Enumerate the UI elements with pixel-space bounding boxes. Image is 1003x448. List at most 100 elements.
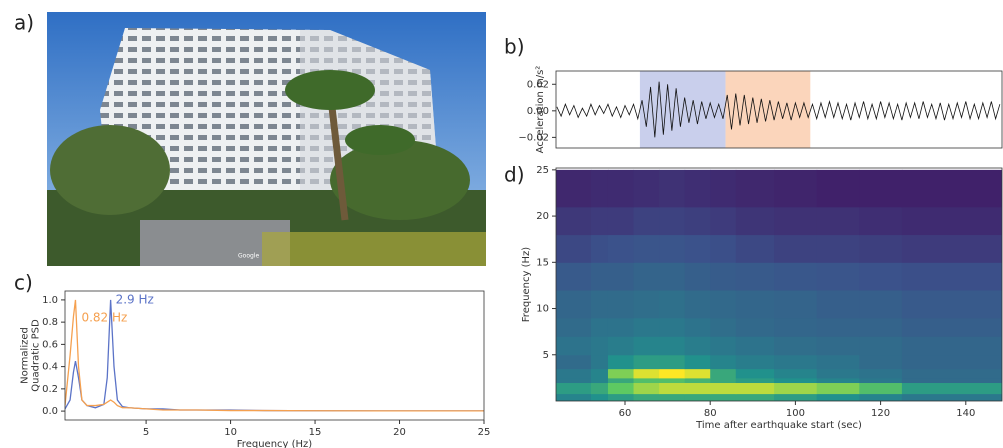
heat-cell — [633, 262, 660, 291]
heat-cell — [859, 262, 903, 291]
heat-cell — [684, 169, 711, 208]
heat-cell — [684, 290, 711, 319]
heat-cell — [607, 393, 635, 401]
x-tick-label: 25 — [478, 427, 491, 438]
heat-cell — [859, 234, 903, 263]
heat-cell — [556, 317, 592, 337]
x-tick-label: 60 — [619, 408, 632, 419]
x-axis-label: Frequency (Hz) — [237, 439, 313, 448]
heat-cell — [710, 290, 737, 319]
plot-area — [556, 169, 1002, 401]
heat-cell — [735, 262, 775, 291]
heat-cell — [556, 336, 592, 356]
heat-cell — [859, 336, 903, 356]
y-tick-label: 25 — [536, 165, 549, 176]
y-axis-label: Acceleration m/s² — [535, 66, 546, 154]
heat-cell — [816, 262, 860, 291]
heat-cell — [816, 336, 860, 356]
heat-cell — [607, 317, 635, 337]
heat-cell — [633, 206, 660, 236]
heat-cell — [735, 336, 775, 356]
heat-cell — [590, 368, 609, 379]
heat-cell — [735, 354, 775, 370]
heat-cell — [774, 393, 818, 401]
heat-cell — [556, 262, 592, 291]
heat-cell — [607, 336, 635, 356]
heat-cell — [816, 206, 860, 236]
heat-cell — [710, 336, 737, 356]
heat-cell — [633, 169, 660, 208]
heat-cell — [816, 169, 860, 208]
watermark: Google — [238, 253, 259, 260]
heat-cell — [556, 377, 592, 384]
y-tick-label: 20 — [536, 211, 549, 222]
heat-cell — [556, 290, 592, 319]
heat-cell — [607, 368, 635, 379]
heat-cell — [735, 290, 775, 319]
heat-cell — [607, 354, 635, 370]
heat-cell — [859, 393, 903, 401]
heat-cell — [901, 393, 1002, 401]
y-axis-label: Quadratic PSD — [31, 319, 42, 392]
heat-cell — [774, 206, 818, 236]
heat-cell — [901, 336, 1002, 356]
heat-cell — [859, 317, 903, 337]
heat-cell — [901, 169, 1002, 208]
heat-cell — [556, 206, 592, 236]
heat-cell — [735, 377, 775, 384]
heat-cell — [590, 290, 609, 319]
heat-cell — [684, 393, 711, 401]
heat-cell — [607, 206, 635, 236]
heat-cell — [735, 317, 775, 337]
y-tick-label: −0.02 — [518, 132, 549, 143]
heat-cell — [590, 262, 609, 291]
heat-cell — [556, 354, 592, 370]
series-line — [65, 299, 484, 412]
x-tick-label: 80 — [704, 408, 717, 419]
heat-cell — [556, 382, 592, 395]
heat-cell — [859, 354, 903, 370]
heat-cell — [684, 382, 711, 395]
y-tick-label: 1.0 — [42, 295, 58, 306]
heat-cell — [590, 169, 609, 208]
heat-cell — [710, 354, 737, 370]
heat-cell — [816, 290, 860, 319]
heat-cell — [633, 354, 660, 370]
heat-cell — [590, 317, 609, 337]
heat-cell — [710, 234, 737, 263]
heat-cell — [633, 382, 660, 395]
heat-cell — [607, 262, 635, 291]
heat-cell — [774, 290, 818, 319]
heat-cell — [735, 169, 775, 208]
heat-cell — [774, 336, 818, 356]
axes-frame — [555, 167, 1003, 402]
heat-cell — [633, 393, 660, 401]
heat-cell — [607, 382, 635, 395]
heat-cell — [590, 336, 609, 356]
heat-cell — [684, 234, 711, 263]
series-line — [556, 81, 1001, 138]
photo: Google — [47, 12, 486, 266]
heat-cell — [633, 368, 660, 379]
heat-cell — [710, 169, 737, 208]
annotation: 0.82 Hz — [81, 310, 127, 324]
heat-cell — [901, 382, 1002, 395]
heat-cell — [774, 368, 818, 379]
heat-cell — [901, 317, 1002, 337]
plot-area — [65, 299, 484, 412]
annotation: 2.9 Hz — [116, 292, 154, 306]
heat-cell — [735, 368, 775, 379]
heat-cell — [816, 317, 860, 337]
heat-cell — [816, 234, 860, 263]
heat-cell — [659, 377, 686, 384]
heat-cell — [859, 290, 903, 319]
heat-cell — [659, 290, 686, 319]
heat-cell — [774, 382, 818, 395]
heat-cell — [816, 377, 860, 384]
x-tick-label: 15 — [309, 427, 322, 438]
heat-cell — [859, 206, 903, 236]
heat-cell — [710, 262, 737, 291]
heat-cell — [659, 393, 686, 401]
heat-cell — [735, 206, 775, 236]
y-axis-label: Normalized — [20, 327, 31, 384]
